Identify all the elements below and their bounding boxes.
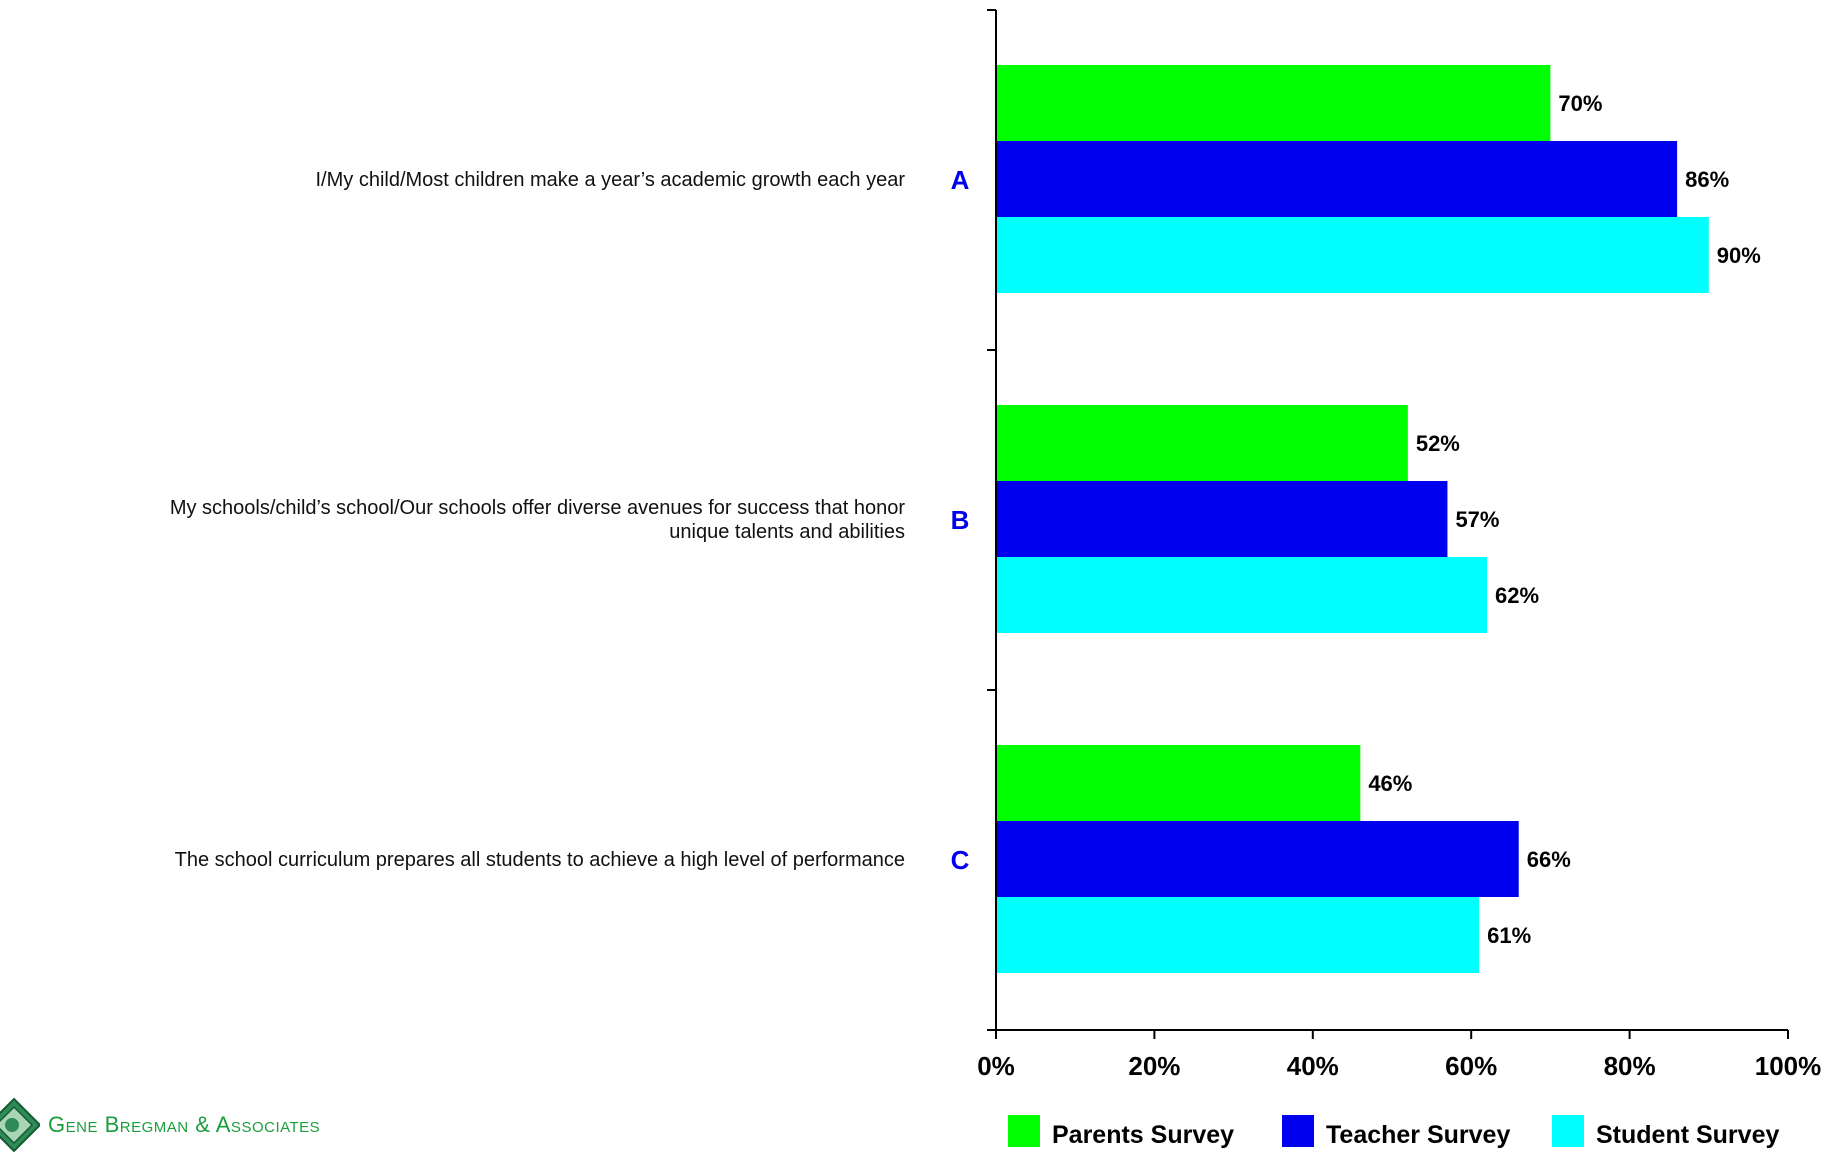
bar-b-teacher-survey — [996, 481, 1448, 557]
question-letter: C — [951, 845, 970, 875]
question-text: My schools/child’s school/Our schools of… — [170, 497, 906, 519]
bar-a-student-survey — [996, 217, 1709, 293]
brand-name: Gene Bregman & Associates — [48, 1112, 321, 1137]
x-tick-label: 60% — [1445, 1051, 1497, 1081]
value-label: 66% — [1527, 847, 1571, 872]
legend-swatch — [1008, 1115, 1040, 1147]
legend-label: Student Survey — [1596, 1121, 1779, 1149]
bar-marks — [996, 65, 1709, 973]
bar-c-student-survey — [996, 897, 1480, 973]
bar-b-parents-survey — [996, 405, 1408, 481]
x-tick-label: 100% — [1755, 1051, 1822, 1081]
question-text: unique talents and abilities — [669, 521, 905, 543]
value-label: 46% — [1368, 771, 1412, 796]
question-text: I/My child/Most children make a year’s a… — [315, 169, 905, 191]
legend-swatch — [1282, 1115, 1314, 1147]
legend-label: Parents Survey — [1052, 1121, 1234, 1149]
question-letter: A — [951, 165, 970, 195]
value-label: 52% — [1416, 431, 1460, 456]
question-labels: I/My child/Most children make a year’s a… — [170, 165, 970, 875]
x-tick-label: 40% — [1287, 1051, 1339, 1081]
brand-logo: Gene Bregman & Associates — [0, 1096, 320, 1154]
value-label: 62% — [1495, 583, 1539, 608]
value-label: 57% — [1455, 507, 1499, 532]
bar-a-parents-survey — [996, 65, 1551, 141]
bar-a-teacher-survey — [996, 141, 1678, 217]
value-labels: 70% 52% 46% 86% 57% 66% 90% 62% 61% — [1368, 91, 1761, 948]
x-tick-label: 0% — [977, 1051, 1015, 1081]
bar-c-parents-survey — [996, 745, 1361, 821]
question-letter: B — [951, 505, 970, 535]
legend: Parents Survey Teacher Survey Student Surv… — [1008, 1115, 1779, 1149]
x-tick-label: 80% — [1604, 1051, 1656, 1081]
value-label: 61% — [1487, 923, 1531, 948]
question-text: The school curriculum prepares all stude… — [175, 849, 905, 871]
legend-swatch — [1552, 1115, 1584, 1147]
bar-c-teacher-survey — [996, 821, 1519, 897]
axes: 0% 20% 40% 60% 80% 100% — [977, 9, 1822, 1081]
diamond-seal-icon — [0, 1097, 40, 1153]
value-label: 90% — [1717, 243, 1761, 268]
value-label: 70% — [1558, 91, 1602, 116]
legend-label: Teacher Survey — [1326, 1121, 1510, 1149]
value-label: 86% — [1685, 167, 1729, 192]
x-tick-label: 20% — [1128, 1051, 1180, 1081]
bar-b-student-survey — [996, 557, 1488, 633]
